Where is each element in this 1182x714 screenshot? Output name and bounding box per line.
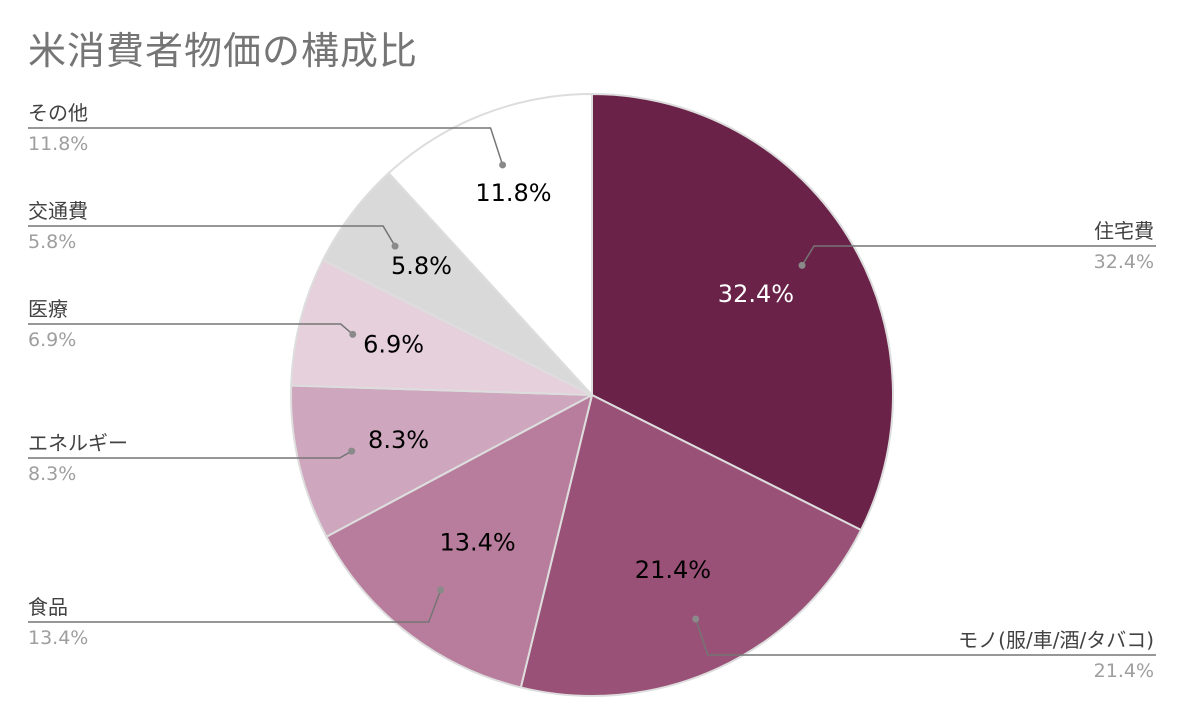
slice-5-callout-value: 6.9% [28,329,76,351]
slice-1-wedge [591,93,894,531]
slice-1-callout-value: 32.4% [1094,251,1154,273]
slice-2-wedge [519,394,863,697]
callouts-layer: 住宅費 32.4% モノ(服/車/酒/タバコ) 21.4% 食品 13.4% エネルギー 8.… [28,101,1156,682]
slice-4-callout-dot [348,447,356,455]
slice-1-name-label: 住宅費 [1094,219,1154,243]
slice-7-callout-value: 11.8% [28,133,88,155]
slice-1-leader-line [801,245,1156,266]
slice-4-leader-line [28,450,353,459]
slice-7-value-label: 11.8% [475,179,551,207]
slice-6-callout-value: 5.8% [28,231,76,253]
slice-4-name-label: エネルギー [28,431,128,455]
slice-3-name-label: 食品 [28,595,68,619]
slice-4-callout-value: 8.3% [28,463,76,485]
slice-2-leader-line [694,618,1156,656]
slice-2-name-label: モノ(服/車/酒/タバコ) [958,628,1154,652]
slice-5-leader-line [28,323,354,335]
slice-2-callout-value: 21.4% [1094,660,1154,682]
slice-5-callout-dot [349,330,357,338]
slice-5-wedge [290,259,593,396]
slice-6-leader-line [28,225,396,247]
slice-5-name-label: 医療 [28,297,68,321]
inner-labels-layer: 32.4% 21.4% 13.4% 8.3% 6.9% 5.8% 11.8% [363,179,794,584]
slice-4-wedge [290,384,593,538]
slice-5-value-label: 6.9% [363,331,424,359]
slice-7-name-label: その他 [28,101,88,125]
slice-6-callout-dot [391,242,399,250]
chart-title: 米消費者物価の構成比 [28,29,419,73]
slice-3-wedge [325,394,593,689]
slice-4-value-label: 8.3% [368,426,429,454]
slices-layer [290,93,894,697]
slice-3-callout-dot [437,586,445,594]
slice-2-callout-dot [692,615,700,623]
slice-6-value-label: 5.8% [391,252,452,280]
slice-2-value-label: 21.4% [635,556,711,584]
slice-1-value-label: 32.4% [718,280,794,308]
slice-3-callout-value: 13.4% [28,627,88,649]
slice-7-wedge [387,93,593,396]
slice-7-leader-line [28,127,504,166]
slice-3-value-label: 13.4% [439,528,515,556]
slice-6-name-label: 交通費 [28,199,88,223]
slice-1-callout-dot [798,261,806,269]
slice-3-leader-line [28,589,442,623]
slice-7-callout-dot [499,161,507,169]
